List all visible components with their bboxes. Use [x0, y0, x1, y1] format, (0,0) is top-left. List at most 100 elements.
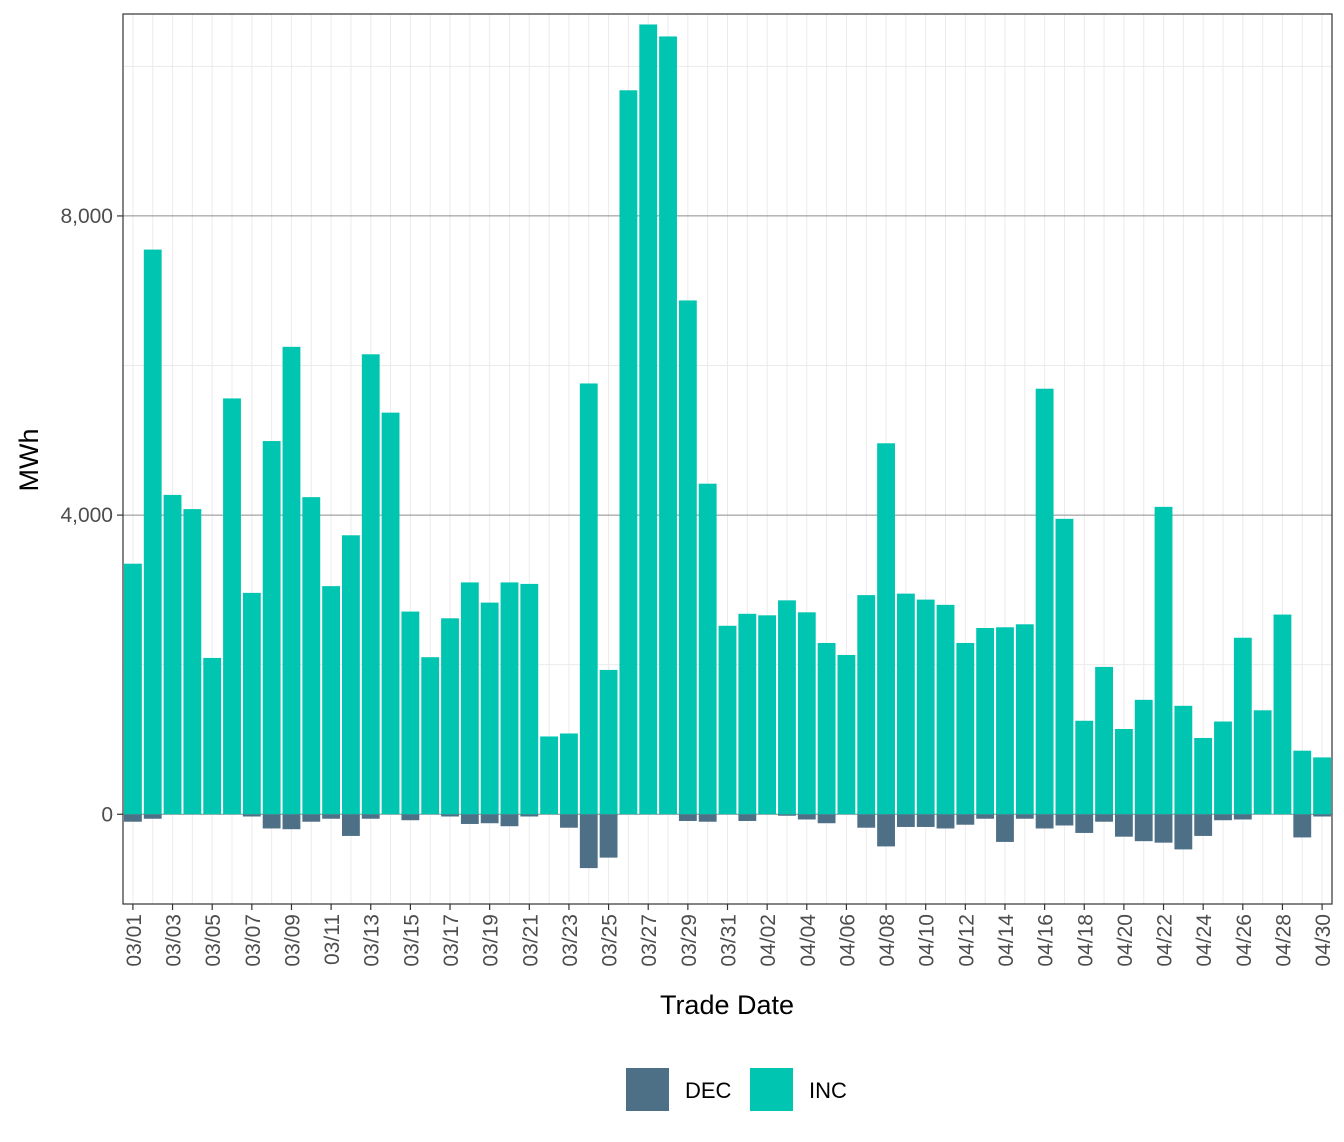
x-tick-label: 03/03: [163, 914, 186, 967]
bar-inc-04-13: [976, 628, 995, 815]
bar-inc-03-10: [302, 497, 321, 815]
x-tick-label: 03/01: [123, 914, 146, 967]
bar-inc-04-30: [1313, 757, 1332, 815]
bar-dec-04-25: [1214, 814, 1232, 821]
x-tick-label: 03/23: [559, 914, 582, 967]
y-axis-title: MWh: [14, 429, 44, 492]
bar-inc-03-17: [441, 618, 459, 815]
bar-inc-03-02: [143, 249, 162, 815]
bar-dec-03-08: [262, 814, 281, 829]
bar-inc-04-05: [817, 642, 836, 815]
bar-inc-03-16: [421, 657, 440, 815]
bar-inc-03-09: [282, 346, 301, 815]
bar-inc-04-25: [1214, 721, 1232, 815]
bar-inc-04-20: [1114, 728, 1133, 815]
bar-dec-04-14: [996, 814, 1014, 842]
bar-inc-04-09: [896, 593, 915, 815]
bar-dec-04-22: [1154, 814, 1173, 843]
y-tick-label: 4,000: [60, 504, 113, 527]
bar-dec-04-07: [857, 814, 876, 828]
bar-inc-04-19: [1095, 666, 1113, 815]
x-tick-label: 04/12: [955, 914, 978, 967]
bar-inc-03-18: [460, 582, 479, 815]
x-tick-label: 04/24: [1193, 914, 1216, 967]
x-tick-label: 04/30: [1312, 914, 1335, 967]
x-tick-label: 03/15: [400, 914, 423, 967]
bar-dec-04-11: [936, 814, 955, 829]
bar-dec-04-03: [778, 814, 796, 816]
bar-dec-03-07: [242, 814, 261, 817]
legend-key-inc: [750, 1068, 793, 1111]
bar-dec-04-24: [1194, 814, 1213, 836]
bar-inc-04-10: [916, 599, 935, 815]
bar-inc-03-25: [599, 669, 618, 815]
x-tick-label: 03/07: [242, 914, 265, 967]
bar-inc-03-26: [619, 90, 638, 815]
x-tick-label: 04/04: [797, 914, 820, 967]
bar-inc-03-05: [203, 657, 222, 815]
x-tick-label: 03/11: [321, 914, 344, 965]
bar-inc-03-08: [262, 441, 281, 815]
bar-dec-03-19: [480, 814, 499, 824]
bar-dec-04-18: [1075, 814, 1094, 833]
bar-dec-03-10: [302, 814, 321, 822]
bar-dec-03-21: [520, 814, 539, 817]
bar-dec-04-12: [956, 814, 975, 825]
bar-dec-04-29: [1293, 814, 1312, 838]
bar-inc-03-03: [163, 494, 182, 815]
bar-dec-03-11: [322, 814, 341, 819]
bar-inc-03-31: [718, 625, 737, 815]
bar-inc-04-03: [778, 600, 796, 815]
bar-dec-03-30: [698, 814, 717, 822]
bar-inc-04-02: [758, 615, 777, 815]
x-tick-label: 03/27: [638, 914, 661, 967]
bar-dec-03-29: [678, 814, 697, 821]
bar-dec-03-12: [342, 814, 360, 836]
bar-inc-03-14: [381, 412, 400, 815]
bar-inc-04-27: [1253, 710, 1272, 815]
bar-dec-03-23: [560, 814, 578, 828]
legend-key-dec: [626, 1068, 669, 1111]
bar-dec-04-19: [1095, 814, 1113, 822]
bar-inc-04-12: [956, 642, 975, 815]
bar-inc-04-29: [1293, 750, 1312, 815]
x-tick-label: 03/13: [361, 914, 384, 967]
bar-inc-04-04: [797, 612, 816, 815]
bar-inc-03-12: [342, 535, 360, 815]
bar-inc-03-06: [223, 398, 241, 815]
x-axis: 03/01 03/03 03/05 03/07 03/09 03/11 03/13 03/15…: [123, 904, 1335, 967]
bar-dec-03-13: [361, 814, 380, 819]
bar-inc-03-07: [242, 592, 261, 815]
bar-inc-04-11: [936, 604, 955, 815]
bar-inc-03-11: [322, 586, 341, 815]
bar-inc-04-26: [1233, 637, 1252, 815]
bar-inc-04-28: [1273, 614, 1292, 815]
bar-dec-03-17: [441, 814, 459, 817]
bar-dec-04-09: [896, 814, 915, 827]
bar-inc-04-14: [996, 627, 1014, 815]
bar-inc-03-04: [183, 509, 202, 815]
bar-dec-03-01: [123, 814, 142, 822]
bar-dec-04-08: [877, 814, 895, 847]
x-tick-label: 03/09: [281, 914, 304, 967]
bar-dec-04-23: [1174, 814, 1193, 850]
bar-dec-04-13: [976, 814, 995, 819]
y-tick-label: 8,000: [60, 205, 113, 228]
x-tick-label: 04/22: [1154, 914, 1177, 967]
bar-inc-03-28: [659, 36, 677, 815]
x-tick-label: 04/08: [876, 914, 899, 967]
legend-label-dec: DEC: [685, 1078, 732, 1103]
x-tick-label: 03/19: [480, 914, 503, 967]
bar-inc-03-21: [520, 583, 539, 815]
bar-dec-04-16: [1035, 814, 1054, 829]
x-tick-label: 03/29: [678, 914, 701, 967]
bar-dec-03-24: [579, 814, 598, 869]
bar-dec-04-17: [1055, 814, 1074, 826]
bar-dec-03-20: [500, 814, 519, 827]
x-tick-label: 04/14: [995, 914, 1018, 967]
bar-inc-03-15: [401, 611, 420, 815]
x-tick-label: 03/25: [599, 914, 622, 967]
bar-dec-03-02: [143, 814, 162, 819]
bar-dec-04-21: [1134, 814, 1153, 842]
